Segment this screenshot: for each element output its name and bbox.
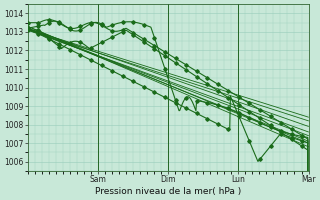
X-axis label: Pression niveau de la mer( hPa ): Pression niveau de la mer( hPa ): [95, 187, 241, 196]
